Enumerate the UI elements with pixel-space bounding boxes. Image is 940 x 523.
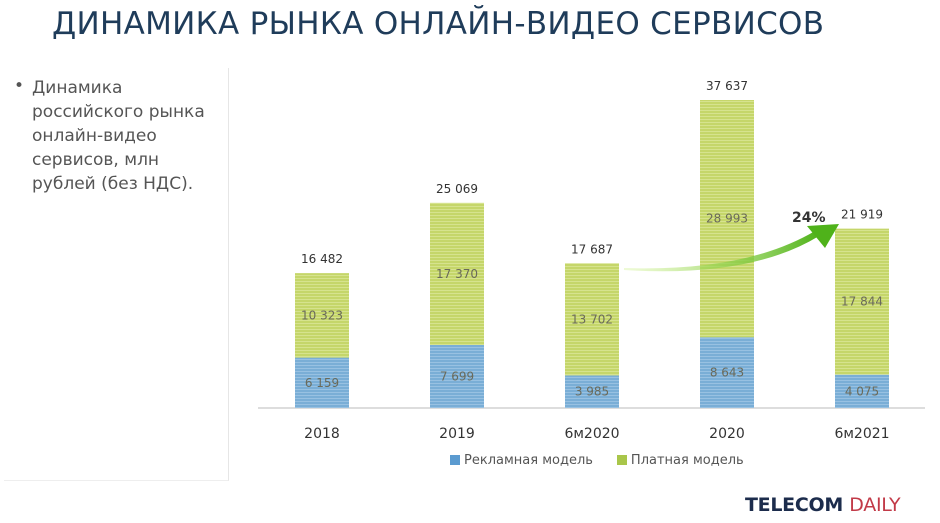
total-label: 21 919 — [841, 208, 883, 222]
legend-swatch-icon — [616, 455, 627, 465]
legend-item-paid: Платная модель — [616, 453, 744, 468]
bar-paid — [565, 263, 619, 376]
bar-ads-label: 4 075 — [845, 384, 879, 398]
category-label: 2019 — [439, 426, 475, 442]
legend-swatch-icon — [450, 455, 460, 465]
growth-arrow-icon — [624, 231, 819, 272]
total-label: 17 687 — [571, 242, 613, 256]
bar-ads-label: 8 643 — [710, 366, 744, 380]
category-label: 2018 — [304, 426, 340, 442]
bar-ads — [700, 337, 754, 408]
bar-paid-label: 13 702 — [571, 312, 613, 326]
bar-ads-label: 3 985 — [575, 385, 609, 399]
bullet-icon: • — [14, 76, 25, 96]
bar-ads-label: 7 699 — [440, 369, 474, 383]
total-label: 37 637 — [706, 79, 748, 93]
description-panel: • Динамика российского рынка онлайн-виде… — [4, 68, 229, 481]
bar-paid — [295, 273, 349, 358]
bar-paid-label: 17 370 — [436, 267, 478, 281]
category-label: 6м2020 — [564, 426, 619, 442]
total-label: 25 069 — [436, 182, 478, 196]
legend-label: Платная модель — [630, 453, 744, 468]
telecom-daily-logo: TELECOM DAILY — [745, 494, 901, 516]
logo-part1: TELECOM — [745, 494, 843, 516]
bar-paid-label: 17 844 — [841, 295, 883, 309]
legend: Рекламная модель Платная модель — [450, 453, 744, 468]
category-label: 6м2021 — [834, 426, 889, 442]
bar-paid-label: 10 323 — [301, 308, 343, 322]
bar-ads — [295, 357, 349, 408]
bar-paid-label: 28 993 — [706, 212, 748, 226]
page-title: ДИНАМИКА РЫНКА ОНЛАЙН-ВИДЕО СЕРВИСОВ — [52, 6, 825, 42]
logo-part2: DAILY — [849, 494, 901, 516]
category-label: 2020 — [709, 426, 745, 442]
description-text: Динамика российского рынка онлайн-видео … — [32, 78, 205, 194]
legend-label: Рекламная модель — [464, 453, 593, 468]
bar-ads — [835, 374, 889, 408]
bar-paid — [430, 202, 484, 345]
arrow-head-icon — [807, 224, 839, 248]
bar-ads-label: 6 159 — [305, 376, 339, 390]
total-label: 16 482 — [301, 252, 343, 266]
growth-annotation: 24% — [792, 210, 826, 226]
bar-paid — [835, 228, 889, 375]
bar-ads — [565, 375, 619, 408]
legend-item-ads: Рекламная модель — [450, 453, 593, 468]
bar-ads — [430, 344, 484, 408]
bar-paid — [700, 100, 754, 338]
